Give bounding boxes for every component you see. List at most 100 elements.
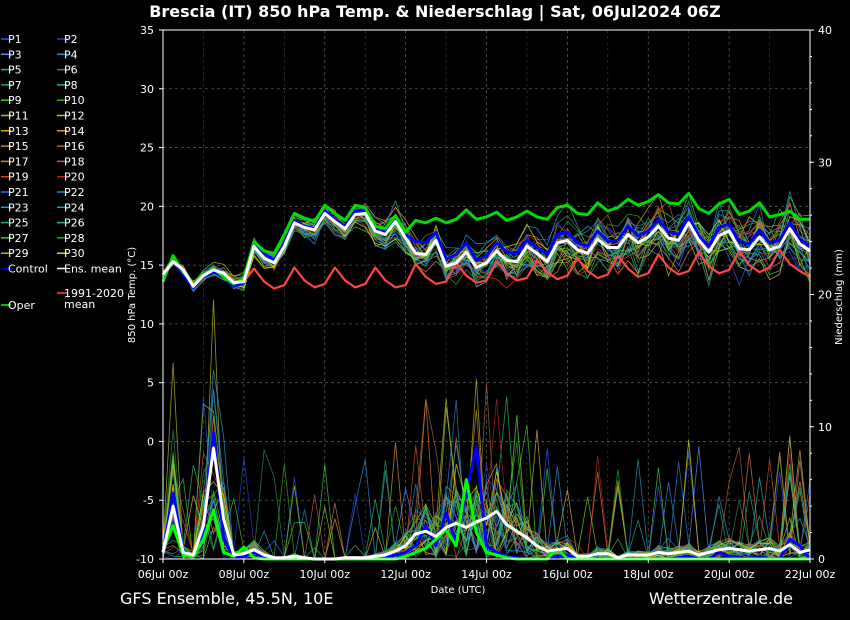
ens-mean-precip-line xyxy=(161,446,811,561)
legend-label: P25 xyxy=(8,217,29,230)
x-tick-label: 22Jul 00z xyxy=(785,568,836,581)
control-temp-line xyxy=(161,209,811,289)
legend-item: P17 xyxy=(1,155,29,168)
x-tick-label: 06Jul 00z xyxy=(138,568,189,581)
x-axis-ticks: 06Jul 00z 08Jul 00z 10Jul 00z 12Jul 00z 14Ju… xyxy=(138,559,836,581)
legend-label: P16 xyxy=(64,140,85,153)
y-axis-right-ticks: 40 30 20 10 0 xyxy=(810,24,832,566)
chart-title: Brescia (IT) 850 hPa Temp. & Niederschla… xyxy=(149,2,721,22)
y-left-tick-label: 0 xyxy=(147,435,154,448)
legend-item: P14 xyxy=(57,125,85,138)
y-right-tick-label: 40 xyxy=(818,24,832,37)
legend-label: P12 xyxy=(64,110,85,123)
x-tick-label: 14Jul 00z xyxy=(461,568,512,581)
legend-item: P30 xyxy=(57,247,85,260)
footer-model-info: GFS Ensemble, 45.5N, 10E xyxy=(120,589,333,608)
legend-label: P8 xyxy=(64,79,78,92)
legend-label: Oper xyxy=(8,299,35,312)
y-left-tick-label: 10 xyxy=(140,318,154,331)
y-axis-right-label: Niederschlag (mm) xyxy=(834,249,845,345)
legend-label: P28 xyxy=(64,232,85,245)
y-left-tick-label: 15 xyxy=(140,259,154,272)
legend-item: P3 xyxy=(1,48,22,61)
legend-item: P9 xyxy=(1,94,22,107)
grid-lines xyxy=(162,29,811,560)
x-tick-label: 18Jul 00z xyxy=(623,568,674,581)
legend-item: P8 xyxy=(57,79,78,92)
legend-label: Control xyxy=(8,263,48,276)
x-tick-label: 08Jul 00z xyxy=(219,568,270,581)
legend-label: P20 xyxy=(64,171,85,184)
x-tick-label: 12Jul 00z xyxy=(380,568,431,581)
legend-item: P13 xyxy=(1,125,29,138)
legend-label: P14 xyxy=(64,125,85,138)
legend-label: P9 xyxy=(8,94,22,107)
legend-item: P6 xyxy=(57,64,78,77)
legend-item: Oper xyxy=(1,299,35,312)
legend-item: P25 xyxy=(1,217,29,230)
oper-temp-line xyxy=(161,191,810,286)
legend-label: 1991-2020 mean xyxy=(64,287,124,311)
x-tick-label: 16Jul 00z xyxy=(542,568,593,581)
legend-item: P10 xyxy=(57,94,85,107)
legend-label: P23 xyxy=(8,201,29,214)
y-left-tick-label: 25 xyxy=(140,142,154,155)
y-left-tick-label: -10 xyxy=(136,553,154,566)
legend-item: P2 xyxy=(57,33,78,46)
legend-item: P7 xyxy=(1,79,22,92)
legend-label: P29 xyxy=(8,247,29,260)
legend-label: Ens. mean xyxy=(64,263,122,276)
legend-label: P30 xyxy=(64,247,85,260)
legend-item: P15 xyxy=(1,140,29,153)
y-left-tick-label: 35 xyxy=(140,24,154,37)
legend-item: P18 xyxy=(57,155,85,168)
legend-item: P23 xyxy=(1,201,29,214)
legend-item: P11 xyxy=(1,110,29,123)
legend-label: P7 xyxy=(8,79,22,92)
legend-item: P26 xyxy=(57,217,85,230)
legend-item: Control xyxy=(1,263,48,276)
legend-label: P13 xyxy=(8,125,29,138)
legend-item: P4 xyxy=(57,48,78,61)
legend-item: P24 xyxy=(57,201,85,214)
legend-label: P2 xyxy=(64,33,78,46)
legend-label: P17 xyxy=(8,155,29,168)
legend-item: P29 xyxy=(1,247,29,260)
y-left-tick-label: -5 xyxy=(143,494,154,507)
y-right-tick-label: 0 xyxy=(818,553,825,566)
legend-label: P21 xyxy=(8,186,29,199)
legend-label: P18 xyxy=(64,155,85,168)
x-axis-label: Date (UTC) xyxy=(431,585,486,596)
legend-item: P27 xyxy=(1,232,29,245)
ens-mean-temp-line xyxy=(161,211,811,288)
footer-source: Wetterzentrale.de xyxy=(649,589,793,608)
y-right-tick-label: 10 xyxy=(818,421,832,434)
y-left-tick-label: 30 xyxy=(140,83,154,96)
legend-label: P3 xyxy=(8,48,22,61)
legend-label: P11 xyxy=(8,110,29,123)
legend-label: P5 xyxy=(8,64,22,77)
legend: P1 P2 P3 P4 P5 P6 P7 P8 P9 P10 P11 P12 P13 P14 P15 P16 P… xyxy=(1,33,124,312)
legend-item: P5 xyxy=(1,64,22,77)
legend-item: P16 xyxy=(57,140,85,153)
legend-label: P15 xyxy=(8,140,29,153)
legend-label: P19 xyxy=(8,171,29,184)
y-right-tick-label: 30 xyxy=(818,156,832,169)
legend-item: P19 xyxy=(1,171,29,184)
y-left-tick-label: 20 xyxy=(140,200,154,213)
legend-label: P24 xyxy=(64,201,85,214)
legend-item: P22 xyxy=(57,186,85,199)
legend-label: P22 xyxy=(64,186,85,199)
legend-item: P1 xyxy=(1,33,22,46)
x-tick-label: 20Jul 00z xyxy=(704,568,755,581)
y-left-tick-label: 5 xyxy=(147,377,154,390)
legend-item: Ens. mean xyxy=(57,263,122,276)
legend-label: P6 xyxy=(64,64,78,77)
y-axis-left-ticks: 35 30 25 20 15 10 5 0 -5 -10 xyxy=(136,24,163,566)
legend-label: P10 xyxy=(64,94,85,107)
legend-label: P4 xyxy=(64,48,78,61)
legend-item: P20 xyxy=(57,171,85,184)
legend-label: P26 xyxy=(64,217,85,230)
legend-label: P27 xyxy=(8,232,29,245)
legend-item: P12 xyxy=(57,110,85,123)
